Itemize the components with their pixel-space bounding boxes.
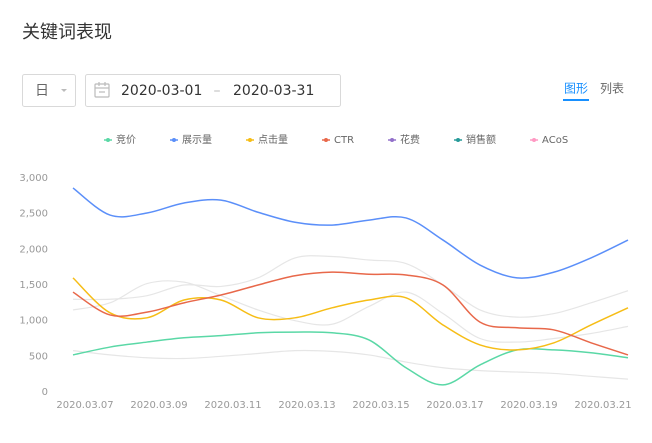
dropdown-arrow[interactable]: [61, 89, 67, 92]
legend-item[interactable]: 竞价: [104, 133, 136, 146]
x-tick-label: 2020.03.19: [500, 400, 557, 411]
legend-dot: [390, 138, 395, 142]
x-tick-label: 2020.03.15: [352, 400, 409, 411]
legend-label[interactable]: 展示量: [182, 134, 212, 146]
legend-dot: [324, 138, 328, 142]
legend-label[interactable]: 点击量: [258, 134, 288, 146]
series-line: [72, 187, 629, 279]
legend-item[interactable]: 点击量: [246, 134, 288, 146]
view-tab[interactable]: 图形: [564, 82, 588, 96]
x-tick-label: 2020.03.11: [204, 400, 261, 411]
y-tick-label: 3,000: [19, 173, 48, 184]
legend-dot: [106, 138, 110, 142]
x-tick-label: 2020.03.21: [574, 400, 631, 411]
date-box[interactable]: [85, 74, 341, 107]
legend-label[interactable]: ACoS: [542, 135, 568, 146]
x-tick-label: 2020.03.07: [56, 400, 113, 411]
legend-item[interactable]: CTR: [322, 135, 354, 146]
select-box[interactable]: [22, 74, 76, 107]
series-line: [72, 277, 629, 351]
x-tick-label: 2020.03.13: [278, 400, 335, 411]
series-line: [72, 271, 629, 356]
y-tick-label: 2,500: [19, 209, 48, 220]
x-tick-label: 2020.03.09: [130, 400, 187, 411]
legend-dot: [456, 138, 461, 142]
select-value[interactable]: 日: [35, 83, 49, 99]
end-date[interactable]: 2020-03-31: [233, 83, 314, 99]
legend-item[interactable]: 花费: [388, 133, 420, 146]
series-line: [72, 331, 629, 386]
legend-dot: [172, 138, 176, 142]
calendar-icon: [94, 82, 110, 98]
view-tabs: 图形 列表: [563, 82, 624, 101]
legend-item[interactable]: ACoS: [530, 135, 568, 146]
view-tab[interactable]: 列表: [600, 82, 624, 96]
tab-underline: [563, 99, 589, 101]
y-tick-label: 1,000: [19, 316, 48, 327]
x-tick-label: 2020.03.17: [426, 400, 483, 411]
series-line: [72, 280, 629, 343]
legend-label[interactable]: 竞价: [116, 133, 136, 146]
y-tick-label: 500: [29, 351, 48, 362]
page-title: 关键词表现: [22, 22, 112, 43]
y-tick-label: 1,500: [19, 280, 48, 291]
date-range-picker[interactable]: 2020-03-01 – 2020-03-31: [85, 74, 341, 107]
legend-dot: [248, 138, 252, 142]
legend-label[interactable]: CTR: [334, 135, 354, 146]
legend-dot: [532, 138, 537, 142]
y-tick-label: 2,000: [19, 244, 48, 255]
plot: 0 500 1,000 1,500 2,000 2,500 3,000 2020.03.07 2…: [19, 173, 631, 411]
legend-item[interactable]: 销售额: [454, 133, 496, 146]
start-date[interactable]: 2020-03-01: [121, 83, 202, 99]
granularity-select[interactable]: 日: [22, 74, 76, 107]
legend: 竞价 展示量 点击量 CTR 花费 销售额 ACoS: [104, 133, 568, 146]
legend-item[interactable]: 展示量: [170, 134, 212, 146]
date-separator: –: [214, 83, 221, 99]
series-line: [72, 349, 629, 380]
y-tick-label: 0: [42, 387, 48, 398]
series-line: [72, 255, 629, 318]
legend-label[interactable]: 销售额: [466, 133, 496, 146]
legend-label[interactable]: 花费: [400, 133, 420, 146]
